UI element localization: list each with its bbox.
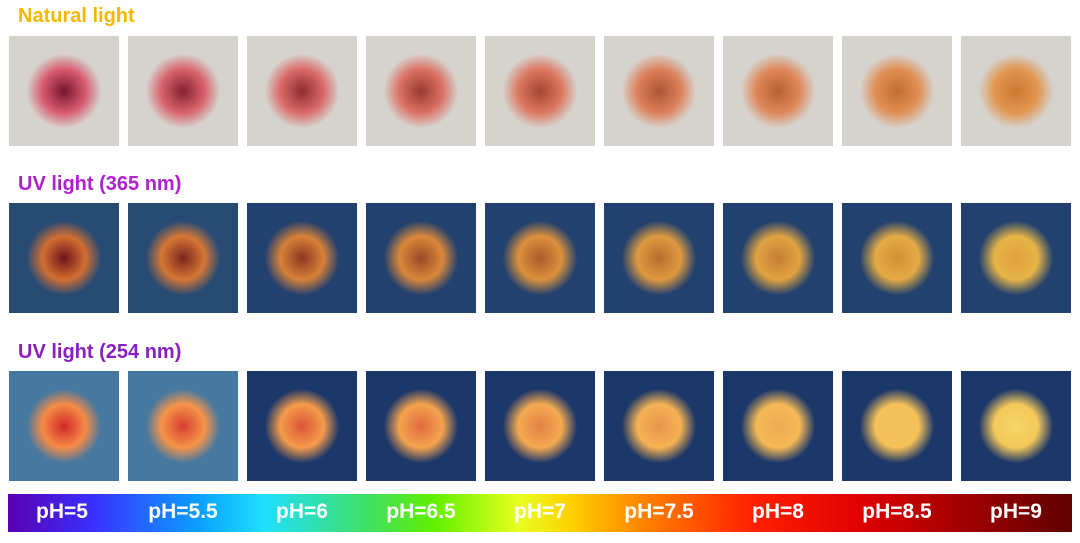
ph-color-bar [8,494,1072,532]
row-label: UV light (254 nm) [18,341,182,363]
row-label: UV light (365 nm) [18,173,182,195]
sample-image [247,203,357,313]
sample-image [842,371,952,481]
sample-image [9,371,119,481]
ph-label: pH=5 [36,500,88,523]
sample-image [366,36,476,146]
sample-image [247,36,357,146]
sample-image [604,371,714,481]
ph-label: pH=8.5 [862,500,932,523]
sample-image [128,203,238,313]
sample-image [604,36,714,146]
ph-label: pH=6 [276,500,328,523]
sample-image [961,36,1071,146]
sample-image [842,203,952,313]
ph-label: pH=6.5 [386,500,456,523]
sample-image [961,203,1071,313]
sample-image [961,371,1071,481]
sample-image [247,371,357,481]
sample-image [723,203,833,313]
ph-label: pH=7 [514,500,566,523]
sample-image [485,203,595,313]
ph-label: pH=9 [990,500,1042,523]
ph-label: pH=5.5 [148,500,218,523]
sample-image [604,203,714,313]
sample-image [128,371,238,481]
sample-image [723,36,833,146]
sample-image [485,371,595,481]
row-label: Natural light [18,5,135,27]
sample-image [485,36,595,146]
ph-label: pH=7.5 [624,500,694,523]
sample-image [842,36,952,146]
sample-image [366,371,476,481]
sample-image [128,36,238,146]
sample-image [9,36,119,146]
sample-image [366,203,476,313]
sample-image [9,203,119,313]
sample-image [723,371,833,481]
ph-label: pH=8 [752,500,804,523]
